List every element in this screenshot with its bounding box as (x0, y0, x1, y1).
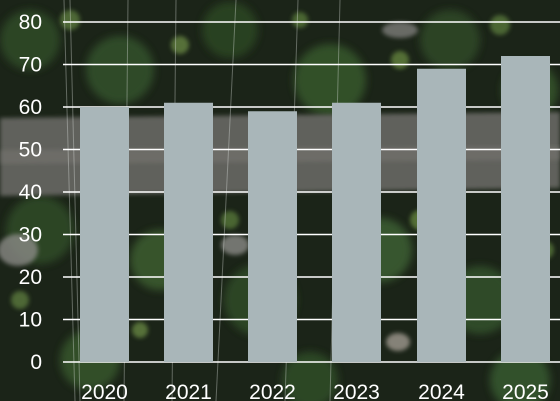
bar-2023 (332, 102, 381, 362)
bar-2020 (80, 107, 129, 362)
y-tick-label: 10 (19, 309, 42, 332)
x-tick-label: 2025 (502, 381, 549, 401)
y-tick-label: 70 (19, 54, 42, 77)
x-tick-label: 2024 (418, 381, 465, 401)
y-tick-label: 30 (19, 224, 42, 247)
y-tick-label: 50 (19, 139, 42, 162)
x-tick-label: 2021 (165, 381, 212, 401)
y-tick-label: 20 (19, 266, 42, 289)
bar-2024 (417, 68, 466, 362)
bar-2025 (501, 56, 550, 362)
bar-2021 (164, 102, 213, 362)
bar-2022 (248, 111, 297, 362)
y-tick-label: 0 (30, 351, 42, 374)
y-tick-label: 80 (19, 11, 42, 34)
y-tick-label: 60 (19, 96, 42, 119)
x-tick-label: 2020 (81, 381, 128, 401)
y-tick-label: 40 (19, 181, 42, 204)
x-tick-label: 2023 (333, 381, 380, 401)
x-tick-label: 2022 (249, 381, 296, 401)
